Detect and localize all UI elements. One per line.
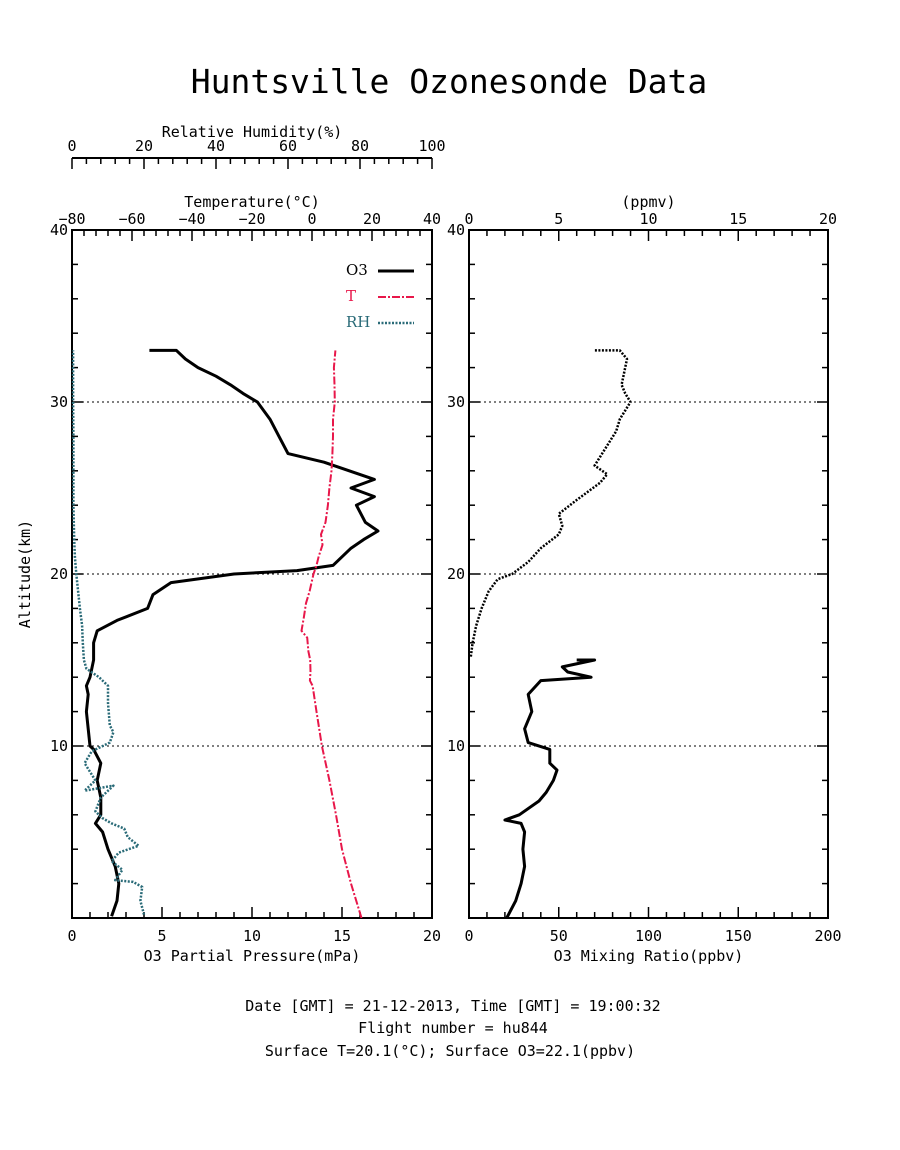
right-bottom-xtick-label: 50	[550, 927, 568, 945]
left-ytick-label: 10	[50, 737, 68, 755]
right-top-xtick-label: 0	[464, 210, 473, 228]
left-panel: 10 20 30 40 0 5 10 15 20 O3 Partial Pressure(mPa)…	[16, 123, 446, 965]
series-o3-line	[84, 348, 380, 917]
left-bottom-xtick-label: 20	[423, 927, 441, 945]
left-ytick-label: 40	[50, 221, 68, 239]
left-series	[71, 348, 380, 919]
left-ylabel: Altitude(km)	[16, 520, 34, 628]
legend-label-rh: RH	[346, 313, 370, 331]
right-top-xtick-label: 10	[639, 210, 657, 228]
left-ytick-label: 20	[50, 565, 68, 583]
left-top-rh-xtick-label: 20	[135, 137, 153, 155]
left-top-rh-xtick-label: 100	[418, 137, 445, 155]
right-top-xtick-label: 20	[819, 210, 837, 228]
series-t-line	[300, 350, 363, 919]
left-top-rh-xtick-label: 60	[279, 137, 297, 155]
chart-title: Huntsville Ozonesonde Data	[191, 62, 708, 101]
left-bottom-xtick-label: 15	[333, 927, 351, 945]
left-top-temp-xtick-label: −20	[238, 210, 265, 228]
footer-date-time: Date [GMT] = 21-12-2013, Time [GMT] = 19…	[245, 997, 660, 1015]
series-o3-upper-mixing-ratio-line	[469, 349, 632, 657]
series-rh-line	[71, 350, 146, 915]
left-top-temp-xtick-label: 20	[363, 210, 381, 228]
left-top-rh-axis-label: Relative Humidity(%)	[162, 123, 343, 141]
right-bottom-xtick-label: 100	[635, 927, 662, 945]
left-bottom-xtick-label: 5	[157, 927, 166, 945]
left-top-temp-axis-label: Temperature(°C)	[184, 193, 319, 211]
right-top-xtick-label: 15	[729, 210, 747, 228]
right-top-xtick-label: 5	[554, 210, 563, 228]
series-o3-mixing-ratio-line	[503, 658, 597, 919]
right-bottom-axis-label: O3 Mixing Ratio(ppbv)	[554, 947, 744, 965]
right-bottom-xtick-label: 0	[464, 927, 473, 945]
left-ytick-label: 30	[50, 393, 68, 411]
right-top-axis-label: (ppmv)	[621, 193, 675, 211]
right-bottom-xtick-label: 200	[814, 927, 841, 945]
footer-flight-number: Flight number = hu844	[358, 1019, 548, 1037]
legend-label-t: T	[346, 287, 356, 305]
footer-surface-values: Surface T=20.1(°C); Surface O3=22.1(ppbv…	[265, 1042, 635, 1060]
right-ytick-label: 20	[447, 565, 465, 583]
left-top-temp-xtick-label: 40	[423, 210, 441, 228]
right-ytick-label: 30	[447, 393, 465, 411]
left-bottom-xtick-label: 0	[67, 927, 76, 945]
left-top-temp-xtick-label: −60	[118, 210, 145, 228]
legend-label-o3: O3	[346, 261, 368, 279]
right-ytick-label: 40	[447, 221, 465, 239]
left-bottom-xtick-label: 10	[243, 927, 261, 945]
left-top-temp-xtick-label: −40	[178, 210, 205, 228]
left-top-temp-xtick-label: 0	[307, 210, 316, 228]
left-top-rh-xtick-label: 80	[351, 137, 369, 155]
right-bottom-xtick-label: 150	[725, 927, 752, 945]
legend: O3 T RH	[346, 261, 414, 331]
left-top-temp-xtick-label: −80	[58, 210, 85, 228]
right-ytick-label: 10	[447, 737, 465, 755]
left-bottom-axis-label: O3 Partial Pressure(mPa)	[144, 947, 361, 965]
left-top-rh-xtick-label: 40	[207, 137, 225, 155]
right-series	[469, 349, 632, 919]
left-top-rh-xtick-label: 0	[67, 137, 76, 155]
